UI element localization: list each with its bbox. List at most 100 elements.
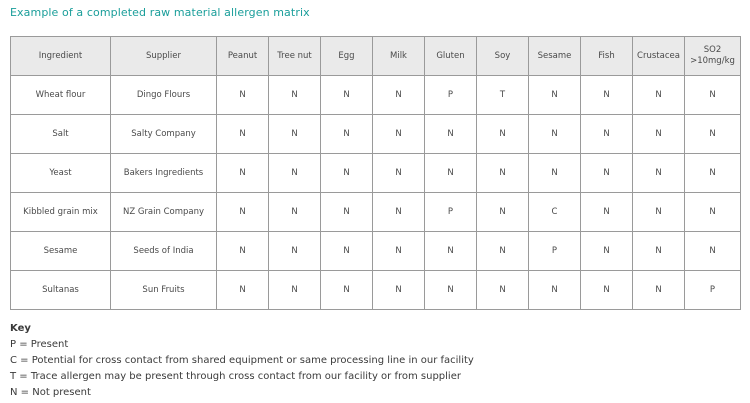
allergen-status-cell: N <box>528 114 581 154</box>
allergen-status-cell: N <box>216 270 269 310</box>
allergen-status-cell: N <box>580 75 633 115</box>
header-egg: Egg <box>320 36 373 76</box>
ingredient-cell: Sesame <box>10 231 111 271</box>
allergen-status-cell: N <box>476 192 529 232</box>
header-so2: SO2 >10mg/kg <box>684 36 741 76</box>
allergen-status-cell: N <box>216 114 269 154</box>
ingredient-cell: Salt <box>10 114 111 154</box>
table-row: Kibbled grain mix NZ Grain Company N N N N P N C… <box>10 192 741 232</box>
table-row: Sesame Seeds of India N N N N N N P N N N <box>10 231 741 271</box>
key-item-cross-contact: C = Potential for cross contact from sha… <box>10 355 474 366</box>
allergen-status-cell: N <box>268 270 321 310</box>
allergen-status-cell: N <box>320 192 373 232</box>
allergen-status-cell: N <box>632 153 685 193</box>
header-so2-line2: >10mg/kg <box>690 56 735 66</box>
allergen-status-cell: N <box>268 231 321 271</box>
allergen-status-cell: N <box>476 153 529 193</box>
allergen-status-cell: N <box>632 192 685 232</box>
allergen-status-cell: N <box>372 153 425 193</box>
allergen-status-cell: N <box>216 192 269 232</box>
header-soy: Soy <box>476 36 529 76</box>
allergen-status-cell: N <box>268 75 321 115</box>
supplier-cell: Salty Company <box>110 114 217 154</box>
allergen-status-cell: N <box>268 153 321 193</box>
allergen-status-cell: N <box>632 231 685 271</box>
table-body: Wheat flour Dingo Flours N N N N P T N N N N Salt Sal… <box>10 75 741 310</box>
allergen-status-cell: N <box>580 270 633 310</box>
allergen-status-cell: N <box>216 153 269 193</box>
allergen-status-cell: N <box>476 231 529 271</box>
header-supplier: Supplier <box>110 36 217 76</box>
allergen-status-cell: N <box>268 192 321 232</box>
allergen-status-cell: N <box>372 114 425 154</box>
key-item-not-present: N = Not present <box>10 387 91 398</box>
header-fish: Fish <box>580 36 633 76</box>
allergen-status-cell: N <box>320 231 373 271</box>
allergen-status-cell: N <box>424 270 477 310</box>
allergen-status-cell: N <box>424 114 477 154</box>
allergen-status-cell: C <box>528 192 581 232</box>
allergen-status-cell: N <box>216 75 269 115</box>
allergen-status-cell: N <box>372 231 425 271</box>
allergen-status-cell: N <box>632 114 685 154</box>
header-crustacea: Crustacea <box>632 36 685 76</box>
supplier-cell: Sun Fruits <box>110 270 217 310</box>
header-sesame: Sesame <box>528 36 581 76</box>
allergen-status-cell: N <box>320 270 373 310</box>
allergen-status-cell: N <box>580 192 633 232</box>
key-title: Key <box>10 323 31 334</box>
allergen-matrix-table: Ingredient Supplier Peanut Tree nut Egg … <box>10 36 741 310</box>
key-item-present: P = Present <box>10 339 69 350</box>
supplier-cell: NZ Grain Company <box>110 192 217 232</box>
allergen-status-cell: N <box>528 75 581 115</box>
allergen-status-cell: N <box>268 114 321 154</box>
allergen-status-cell: N <box>216 231 269 271</box>
supplier-cell: Seeds of India <box>110 231 217 271</box>
allergen-status-cell: N <box>528 270 581 310</box>
header-milk: Milk <box>372 36 425 76</box>
header-tree-nut: Tree nut <box>268 36 321 76</box>
allergen-status-cell: N <box>684 114 741 154</box>
header-peanut: Peanut <box>216 36 269 76</box>
table-row: Sultanas Sun Fruits N N N N N N N N N P <box>10 270 741 310</box>
allergen-status-cell: N <box>580 231 633 271</box>
ingredient-cell: Kibbled grain mix <box>10 192 111 232</box>
allergen-status-cell: N <box>580 153 633 193</box>
allergen-status-cell: N <box>684 192 741 232</box>
allergen-status-cell: N <box>684 231 741 271</box>
allergen-status-cell: P <box>528 231 581 271</box>
allergen-status-cell: N <box>476 114 529 154</box>
allergen-status-cell: N <box>476 270 529 310</box>
allergen-status-cell: N <box>684 153 741 193</box>
allergen-status-cell: N <box>424 231 477 271</box>
table-row: Salt Salty Company N N N N N N N N N N <box>10 114 741 154</box>
allergen-status-cell: N <box>320 153 373 193</box>
allergen-status-cell: N <box>684 75 741 115</box>
allergen-status-cell: T <box>476 75 529 115</box>
allergen-status-cell: N <box>632 75 685 115</box>
allergen-status-cell: P <box>684 270 741 310</box>
allergen-status-cell: N <box>528 153 581 193</box>
page-title: Example of a completed raw material alle… <box>10 6 310 19</box>
allergen-status-cell: N <box>580 114 633 154</box>
supplier-cell: Bakers Ingredients <box>110 153 217 193</box>
allergen-status-cell: N <box>320 75 373 115</box>
table-row: Yeast Bakers Ingredients N N N N N N N N N N <box>10 153 741 193</box>
header-gluten: Gluten <box>424 36 477 76</box>
allergen-status-cell: N <box>372 270 425 310</box>
ingredient-cell: Sultanas <box>10 270 111 310</box>
table-row: Wheat flour Dingo Flours N N N N P T N N N N <box>10 75 741 115</box>
allergen-status-cell: N <box>372 75 425 115</box>
allergen-status-cell: N <box>372 192 425 232</box>
allergen-status-cell: P <box>424 75 477 115</box>
header-so2-line1: SO2 <box>703 45 722 55</box>
supplier-cell: Dingo Flours <box>110 75 217 115</box>
allergen-status-cell: P <box>424 192 477 232</box>
ingredient-cell: Yeast <box>10 153 111 193</box>
key-item-trace: T = Trace allergen may be present throug… <box>10 371 461 382</box>
header-ingredient: Ingredient <box>10 36 111 76</box>
key-section: Key P = Present C = Potential for cross … <box>10 321 474 401</box>
table-header-row: Ingredient Supplier Peanut Tree nut Egg … <box>10 36 741 76</box>
allergen-status-cell: N <box>424 153 477 193</box>
ingredient-cell: Wheat flour <box>10 75 111 115</box>
